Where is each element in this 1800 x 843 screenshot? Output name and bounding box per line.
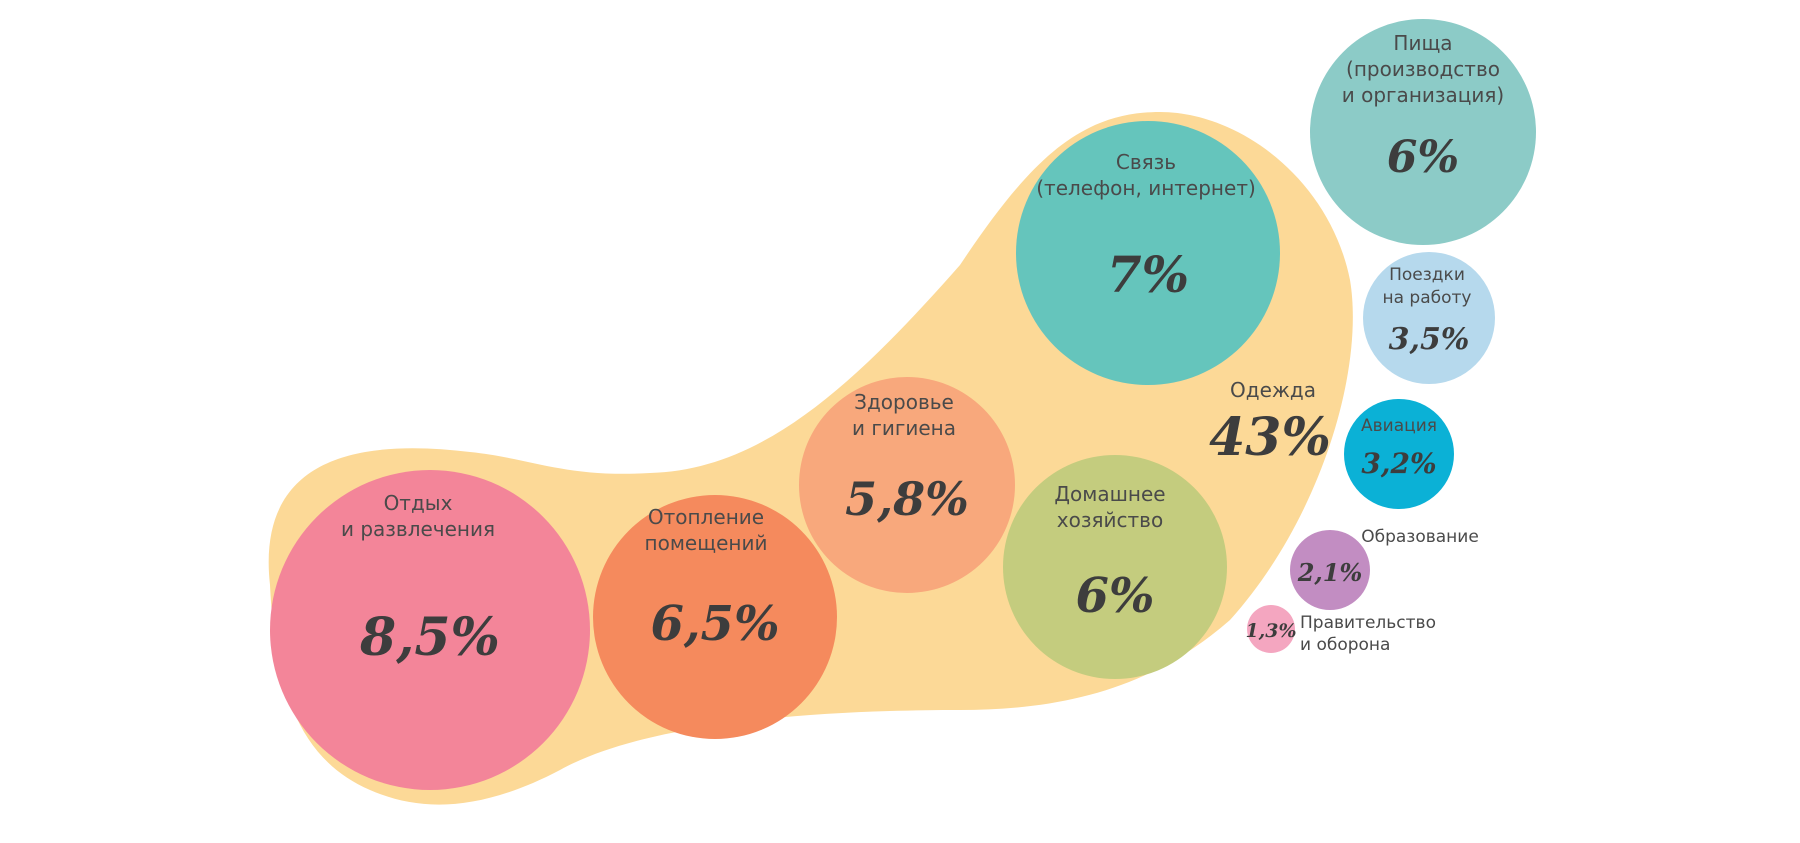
group-bubble-value-4: 7% <box>1107 245 1189 304</box>
other-bubble-circle-3 <box>1290 530 1370 610</box>
group-bubble-label-3: Домашнее хозяйство <box>1054 482 1165 532</box>
other-bubble-circle-0 <box>1310 19 1536 245</box>
bubbles-layer: Отдых и развлечения 8,5% Отопление помещений… <box>270 19 1536 790</box>
other-bubble-label-1: Поездки на работу <box>1383 265 1472 308</box>
other-bubble-0: Пища (производство и организация) 6% <box>1310 19 1536 245</box>
group-bubble-label-line: и гигиена <box>852 416 956 440</box>
other-bubble-2: Авиация 3,2% <box>1344 399 1454 509</box>
group-bubble-label-4: Связь (телефон, интернет) <box>1036 150 1256 200</box>
other-bubble-label-4: Правительство и оборона <box>1300 613 1436 655</box>
group-bubble-label-line: Здоровье <box>854 390 954 414</box>
group-bubble-label-0: Отдых и развлечения <box>341 491 495 541</box>
other-bubble-circle-2 <box>1344 399 1454 509</box>
other-bubble-label-line: и организация) <box>1342 83 1504 107</box>
group-bubble-label-line: хозяйство <box>1057 508 1163 532</box>
group-bubble-label-line: Отдых <box>384 491 453 515</box>
group-bubble-circle-2 <box>799 377 1015 593</box>
group-bubble-circle-3 <box>1003 455 1227 679</box>
group-bubble-label-line: Домашнее <box>1054 482 1165 506</box>
group-label: Одежда 43% <box>1209 378 1331 468</box>
group-bubble-circle-0 <box>270 470 590 790</box>
group-bubble-label-line: и развлечения <box>341 517 495 541</box>
group-bubble-label-line: (телефон, интернет) <box>1036 176 1256 200</box>
other-bubble-label-line: и оборона <box>1300 635 1390 655</box>
group-bubble-value-2: 5,8% <box>845 472 969 526</box>
other-bubble-label-2: Авиация <box>1361 416 1437 436</box>
group-bubble-value-3: 6% <box>1075 568 1154 624</box>
group-bubble-label-2: Здоровье и гигиена <box>852 390 956 440</box>
other-bubble-label-line: Поездки <box>1389 265 1465 285</box>
group-bubble-4: Связь (телефон, интернет) 7% <box>1016 121 1280 385</box>
other-bubble-label-line: Образование <box>1361 527 1479 547</box>
group-bubble-label-1: Отопление помещений <box>645 505 768 555</box>
other-bubble-label-line: на работу <box>1383 288 1472 308</box>
other-bubble-value-0: 6% <box>1387 132 1459 183</box>
group-bubble-value-0: 8,5% <box>359 607 500 668</box>
other-bubble-label-line: Авиация <box>1361 416 1437 436</box>
group-bubble-circle-4 <box>1016 121 1280 385</box>
group-value-label: 43% <box>1209 407 1331 468</box>
other-bubble-1: Поездки на работу 3,5% <box>1363 252 1495 384</box>
group-bubble-label-line: помещений <box>645 531 768 555</box>
group-bubble-3: Домашнее хозяйство 6% <box>1003 455 1227 679</box>
other-bubble-value-4: 1,3% <box>1245 620 1296 642</box>
group-name-label: Одежда <box>1230 378 1316 402</box>
other-bubble-label-line: (производство <box>1346 57 1500 81</box>
other-bubble-circle-4 <box>1247 605 1295 653</box>
other-bubble-3: Образование 2,1% <box>1290 527 1479 610</box>
group-bubble-value-1: 6,5% <box>650 596 779 652</box>
group-bubble-2: Здоровье и гигиена 5,8% <box>799 377 1015 593</box>
other-bubble-label-line: Пища <box>1393 31 1452 55</box>
other-bubble-label-3: Образование <box>1361 527 1479 547</box>
group-bubble-1: Отопление помещений 6,5% <box>593 495 837 739</box>
group-bubble-label-line: Связь <box>1116 150 1176 174</box>
other-bubble-label-0: Пища (производство и организация) <box>1342 31 1504 107</box>
other-bubble-value-3: 2,1% <box>1297 558 1363 587</box>
other-bubble-value-2: 3,2% <box>1361 447 1436 480</box>
other-bubble-value-1: 3,5% <box>1389 322 1470 357</box>
group-bubble-circle-1 <box>593 495 837 739</box>
other-bubble-circle-1 <box>1363 252 1495 384</box>
group-bubble-0: Отдых и развлечения 8,5% <box>270 470 590 790</box>
other-bubble-label-line: Правительство <box>1300 613 1436 633</box>
group-bubble-label-line: Отопление <box>648 505 764 529</box>
